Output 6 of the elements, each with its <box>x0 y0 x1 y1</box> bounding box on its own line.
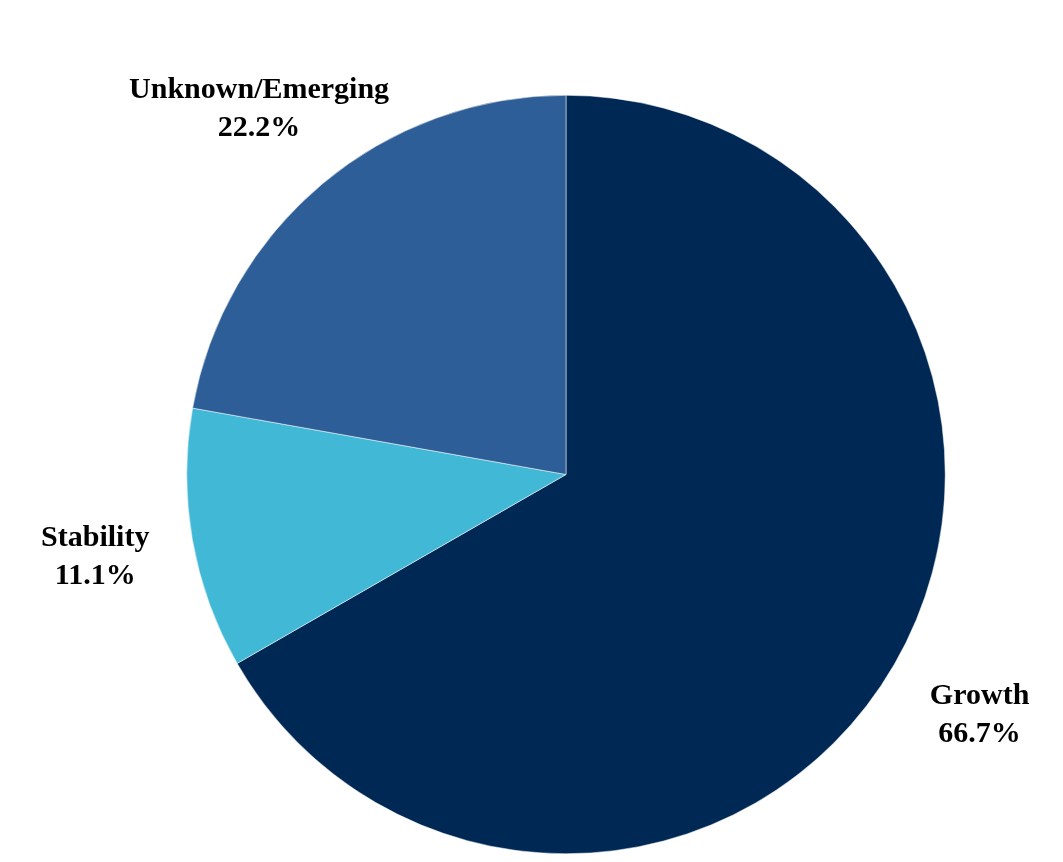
data-label: 66.7% <box>938 714 1021 748</box>
slice-label: Growth <box>929 676 1030 710</box>
data-label: 22.2% <box>217 108 301 142</box>
data-label: 11.1% <box>54 557 136 591</box>
slice-label: Stability <box>41 519 150 553</box>
slice-label: Unknown/Emerging <box>129 70 390 104</box>
